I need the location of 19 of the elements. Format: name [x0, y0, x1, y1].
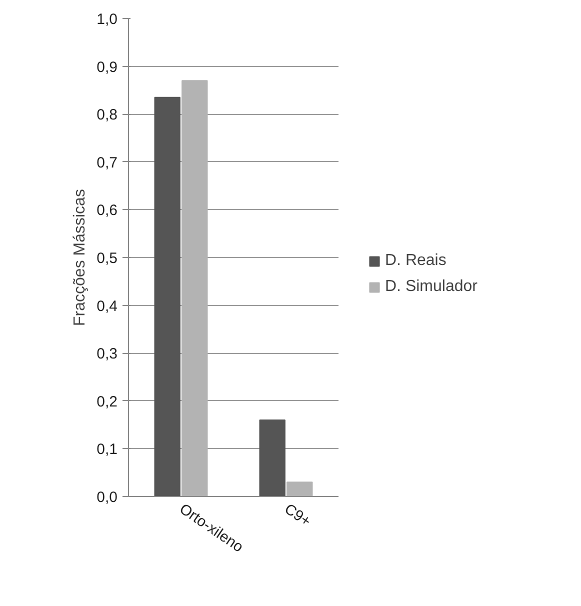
- y-tick-label: 1,0: [96, 11, 118, 28]
- y-tick-label: 0,2: [96, 393, 118, 410]
- y-tick-label: 0,9: [96, 58, 118, 76]
- x-tick-label: C9+: [281, 500, 314, 530]
- bar: [259, 420, 286, 496]
- legend-label: D. Reais: [385, 252, 446, 270]
- y-axis-title: Fracções Mássicas: [72, 189, 89, 326]
- y-tick-label: 0,7: [96, 154, 118, 172]
- y-tick-label: 0,3: [96, 346, 118, 363]
- bar: [182, 80, 208, 496]
- y-tick-label: 0,1: [96, 441, 118, 458]
- y-tick-label: 0,5: [96, 250, 118, 267]
- bar: [286, 482, 313, 496]
- bar: [154, 96, 180, 496]
- y-tick-label: 0,8: [96, 106, 118, 124]
- y-tick-label: 0,0: [96, 489, 118, 506]
- legend-label: D. Simulador: [385, 278, 478, 296]
- y-tick-label: 0,6: [96, 202, 118, 220]
- y-tick-label: 0,4: [96, 298, 118, 315]
